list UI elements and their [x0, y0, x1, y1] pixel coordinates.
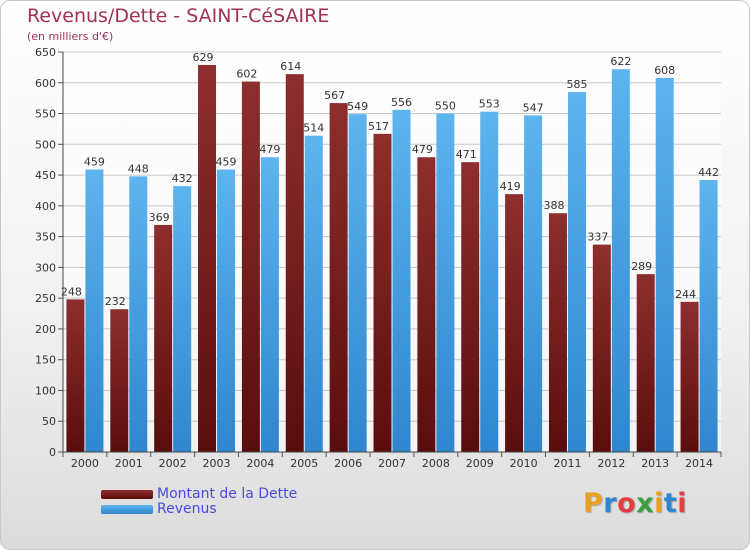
data-label-revenue-2010: 547	[523, 101, 544, 114]
legend-label-debt: Montant de la Dette	[157, 486, 298, 502]
data-label-debt-2001: 232	[105, 295, 126, 308]
bar-revenue-2011	[567, 92, 586, 452]
data-label-debt-2010: 419	[500, 180, 521, 193]
data-label-debt-2013: 289	[631, 260, 652, 273]
x-tick-label: 2011	[553, 457, 581, 470]
data-label-debt-2003: 629	[193, 51, 214, 64]
bar-debt-2005	[285, 74, 304, 453]
y-tick-label: 50	[42, 415, 56, 428]
bar-debt-2009	[461, 162, 480, 452]
x-tick-label: 2008	[422, 457, 450, 470]
data-label-revenue-2006: 549	[347, 100, 368, 113]
x-tick-label: 2004	[246, 457, 274, 470]
bar-revenue-2004	[260, 157, 279, 452]
data-label-debt-2006: 567	[324, 89, 345, 102]
data-label-revenue-2014: 442	[698, 166, 719, 179]
bar-debt-2001	[110, 309, 129, 452]
data-label-revenue-2005: 514	[303, 122, 324, 135]
bar-revenue-2006	[348, 114, 367, 453]
data-label-revenue-2001: 448	[128, 162, 149, 175]
bar-debt-2006	[329, 103, 348, 453]
bar-revenue-2000	[85, 169, 104, 453]
bar-debt-2013	[636, 274, 655, 452]
bar-revenue-2008	[436, 113, 455, 453]
data-label-revenue-2012: 622	[610, 55, 631, 68]
data-label-revenue-2011: 585	[566, 78, 587, 91]
bar-revenue-2009	[480, 111, 499, 452]
y-tick-label: 0	[49, 446, 56, 459]
x-tick-label: 2010	[510, 457, 538, 470]
y-tick-label: 100	[35, 384, 56, 397]
legend-swatch-debt	[101, 490, 153, 499]
y-tick-label: 200	[35, 323, 56, 336]
x-tick-label: 2006	[334, 457, 362, 470]
y-tick-label: 350	[35, 231, 56, 244]
x-tick-label: 2002	[159, 457, 187, 470]
chart-title: Revenus/Dette - SAINT-CéSAIRE	[27, 5, 330, 27]
data-label-debt-2014: 244	[675, 288, 696, 301]
y-tick-label: 500	[35, 138, 56, 151]
x-tick-label: 2005	[290, 457, 318, 470]
bar-debt-2000	[66, 299, 85, 452]
bar-debt-2011	[548, 213, 567, 452]
x-tick-label: 2007	[378, 457, 406, 470]
bar-revenue-2003	[217, 169, 236, 453]
bar-revenue-2014	[699, 180, 718, 452]
y-tick-label: 400	[35, 200, 56, 213]
bar-debt-2003	[198, 64, 217, 452]
bar-debt-2002	[154, 224, 173, 452]
x-tick-label: 2001	[115, 457, 143, 470]
x-tick-label: 2012	[597, 457, 625, 470]
x-tick-label: 2009	[466, 457, 494, 470]
data-label-revenue-2008: 550	[435, 100, 456, 113]
data-label-revenue-2002: 432	[172, 172, 193, 185]
y-tick-label: 600	[35, 77, 56, 90]
legend-swatch-revenue	[101, 505, 153, 514]
y-tick-label: 300	[35, 261, 56, 274]
bar-revenue-2012	[611, 69, 630, 452]
x-tick-label: 2013	[641, 457, 669, 470]
legend-label-revenue: Revenus	[157, 501, 217, 517]
bar-debt-2008	[417, 157, 436, 452]
y-tick-label: 450	[35, 169, 56, 182]
bar-revenue-2007	[392, 109, 411, 452]
chart-subtitle: (en milliers d'€)	[27, 30, 114, 43]
data-label-revenue-2003: 459	[216, 156, 237, 169]
data-label-debt-2000: 248	[61, 285, 82, 298]
y-tick-label: 150	[35, 354, 56, 367]
data-label-debt-2004: 602	[236, 68, 257, 81]
data-label-debt-2007: 517	[368, 120, 389, 133]
bar-debt-2007	[373, 133, 392, 452]
data-label-revenue-2009: 553	[479, 98, 500, 111]
proxiti-logo: Proxiti	[583, 488, 688, 519]
y-tick-label: 550	[35, 108, 56, 121]
data-label-debt-2008: 479	[412, 143, 433, 156]
data-label-debt-2002: 369	[149, 211, 170, 224]
plot-area	[63, 52, 721, 452]
data-label-revenue-2007: 556	[391, 96, 412, 109]
bar-revenue-2001	[129, 176, 148, 453]
y-tick-label: 650	[35, 46, 56, 59]
bar-debt-2004	[241, 81, 260, 453]
bar-revenue-2005	[304, 135, 323, 452]
x-tick-label: 2003	[203, 457, 231, 470]
data-label-debt-2005: 614	[280, 60, 301, 73]
x-tick-label: 2000	[71, 457, 99, 470]
data-label-debt-2011: 388	[543, 199, 564, 212]
y-tick-label: 250	[35, 292, 56, 305]
data-label-revenue-2000: 459	[84, 156, 105, 169]
bar-revenue-2002	[173, 186, 192, 452]
bar-revenue-2010	[524, 115, 543, 452]
bar-debt-2014	[680, 301, 699, 452]
bar-debt-2010	[505, 194, 524, 452]
data-label-debt-2012: 337	[587, 231, 608, 244]
data-label-revenue-2004: 479	[259, 143, 280, 156]
data-label-revenue-2013: 608	[654, 64, 675, 77]
bar-revenue-2013	[655, 77, 674, 452]
x-tick-label: 2014	[685, 457, 713, 470]
data-label-debt-2009: 471	[456, 148, 477, 161]
bar-debt-2012	[592, 244, 611, 452]
